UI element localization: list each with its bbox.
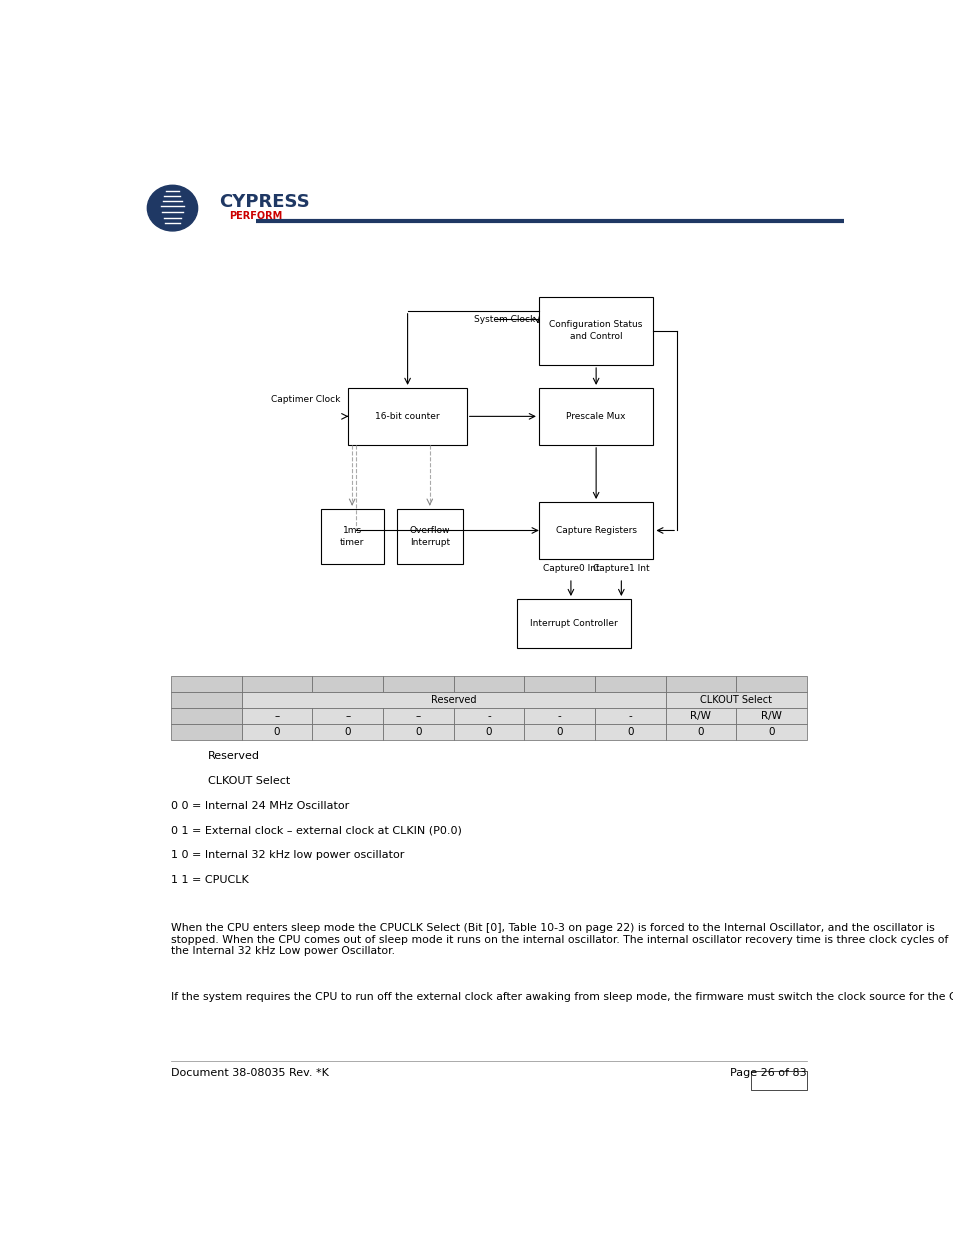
Text: –: – — [274, 711, 279, 721]
Text: If the system requires the CPU to run off the external clock after awaking from : If the system requires the CPU to run of… — [171, 992, 953, 1002]
Bar — [665, 708, 736, 724]
Text: 0: 0 — [415, 726, 421, 737]
Bar — [241, 724, 312, 740]
Text: -: - — [628, 711, 632, 721]
Bar — [382, 676, 453, 692]
Bar — [453, 676, 524, 692]
Bar — [453, 708, 524, 724]
Text: -: - — [558, 711, 561, 721]
Bar — [171, 692, 241, 708]
Text: CYPRESS: CYPRESS — [219, 194, 310, 211]
Bar — [241, 676, 312, 692]
Text: 0: 0 — [485, 726, 492, 737]
Text: Captimer Clock: Captimer Clock — [271, 395, 340, 404]
Bar — [312, 676, 382, 692]
Bar — [595, 676, 665, 692]
Text: 1 0 = Internal 32 kHz low power oscillator: 1 0 = Internal 32 kHz low power oscillat… — [171, 850, 404, 860]
Text: Page 26 of 83: Page 26 of 83 — [729, 1068, 806, 1078]
Text: Document 38-08035 Rev. *K: Document 38-08035 Rev. *K — [171, 1068, 329, 1078]
Text: 0: 0 — [556, 726, 562, 737]
Bar — [312, 708, 382, 724]
Text: 1ms
timer: 1ms timer — [339, 526, 364, 547]
Text: –: – — [345, 711, 350, 721]
Text: 0: 0 — [697, 726, 703, 737]
Bar — [665, 724, 736, 740]
Bar — [171, 676, 241, 692]
Ellipse shape — [147, 185, 197, 231]
Bar — [171, 724, 241, 740]
Bar — [396, 509, 462, 563]
Bar — [382, 708, 453, 724]
Bar — [538, 388, 653, 445]
Bar — [595, 724, 665, 740]
Bar — [524, 724, 595, 740]
Text: Capture1 Int: Capture1 Int — [593, 563, 649, 573]
Text: Reserved: Reserved — [208, 751, 260, 761]
Bar — [736, 724, 806, 740]
Text: Reserved: Reserved — [431, 695, 476, 705]
Bar — [751, 1071, 806, 1089]
Text: 0 0 = Internal 24 MHz Oscillator: 0 0 = Internal 24 MHz Oscillator — [171, 800, 349, 810]
Bar — [312, 724, 382, 740]
Text: CLKOUT Select: CLKOUT Select — [700, 695, 771, 705]
Bar — [736, 676, 806, 692]
Bar — [665, 692, 806, 708]
Text: 0: 0 — [344, 726, 351, 737]
Bar — [348, 388, 466, 445]
Text: Capture Registers: Capture Registers — [555, 526, 636, 535]
Bar — [241, 692, 665, 708]
Text: -: - — [487, 711, 490, 721]
Text: 0: 0 — [274, 726, 280, 737]
Bar — [241, 708, 312, 724]
Text: 0: 0 — [767, 726, 774, 737]
Text: Overflow
Interrupt: Overflow Interrupt — [409, 526, 450, 547]
Bar — [171, 708, 241, 724]
Text: 1 1 = CPUCLK: 1 1 = CPUCLK — [171, 874, 249, 884]
Text: 16-bit counter: 16-bit counter — [375, 411, 439, 421]
Text: Configuration Status
and Control: Configuration Status and Control — [549, 320, 642, 341]
Bar — [453, 724, 524, 740]
Bar — [665, 676, 736, 692]
Bar — [595, 708, 665, 724]
Text: Capture0 Int: Capture0 Int — [542, 563, 598, 573]
Text: PERFORM: PERFORM — [229, 211, 282, 221]
Text: R/W: R/W — [760, 711, 781, 721]
Bar — [382, 724, 453, 740]
Text: 0 1 = External clock – external clock at CLKIN (P0.0): 0 1 = External clock – external clock at… — [171, 825, 461, 835]
Text: R/W: R/W — [690, 711, 711, 721]
Text: CLKOUT Select: CLKOUT Select — [208, 776, 290, 785]
Text: When the CPU enters sleep mode the CPUCLK Select (Bit [0], Table 10-3 on page 22: When the CPU enters sleep mode the CPUCL… — [171, 924, 947, 956]
Bar — [517, 599, 631, 648]
Bar — [538, 501, 653, 559]
Bar — [320, 509, 383, 563]
Bar — [736, 708, 806, 724]
Text: System Clock: System Clock — [474, 315, 535, 324]
Text: 0: 0 — [626, 726, 633, 737]
Bar — [524, 676, 595, 692]
Text: Prescale Mux: Prescale Mux — [566, 411, 625, 421]
Text: –: – — [416, 711, 420, 721]
Bar — [538, 296, 653, 366]
Text: Interrupt Controller: Interrupt Controller — [530, 619, 618, 629]
Bar — [524, 708, 595, 724]
